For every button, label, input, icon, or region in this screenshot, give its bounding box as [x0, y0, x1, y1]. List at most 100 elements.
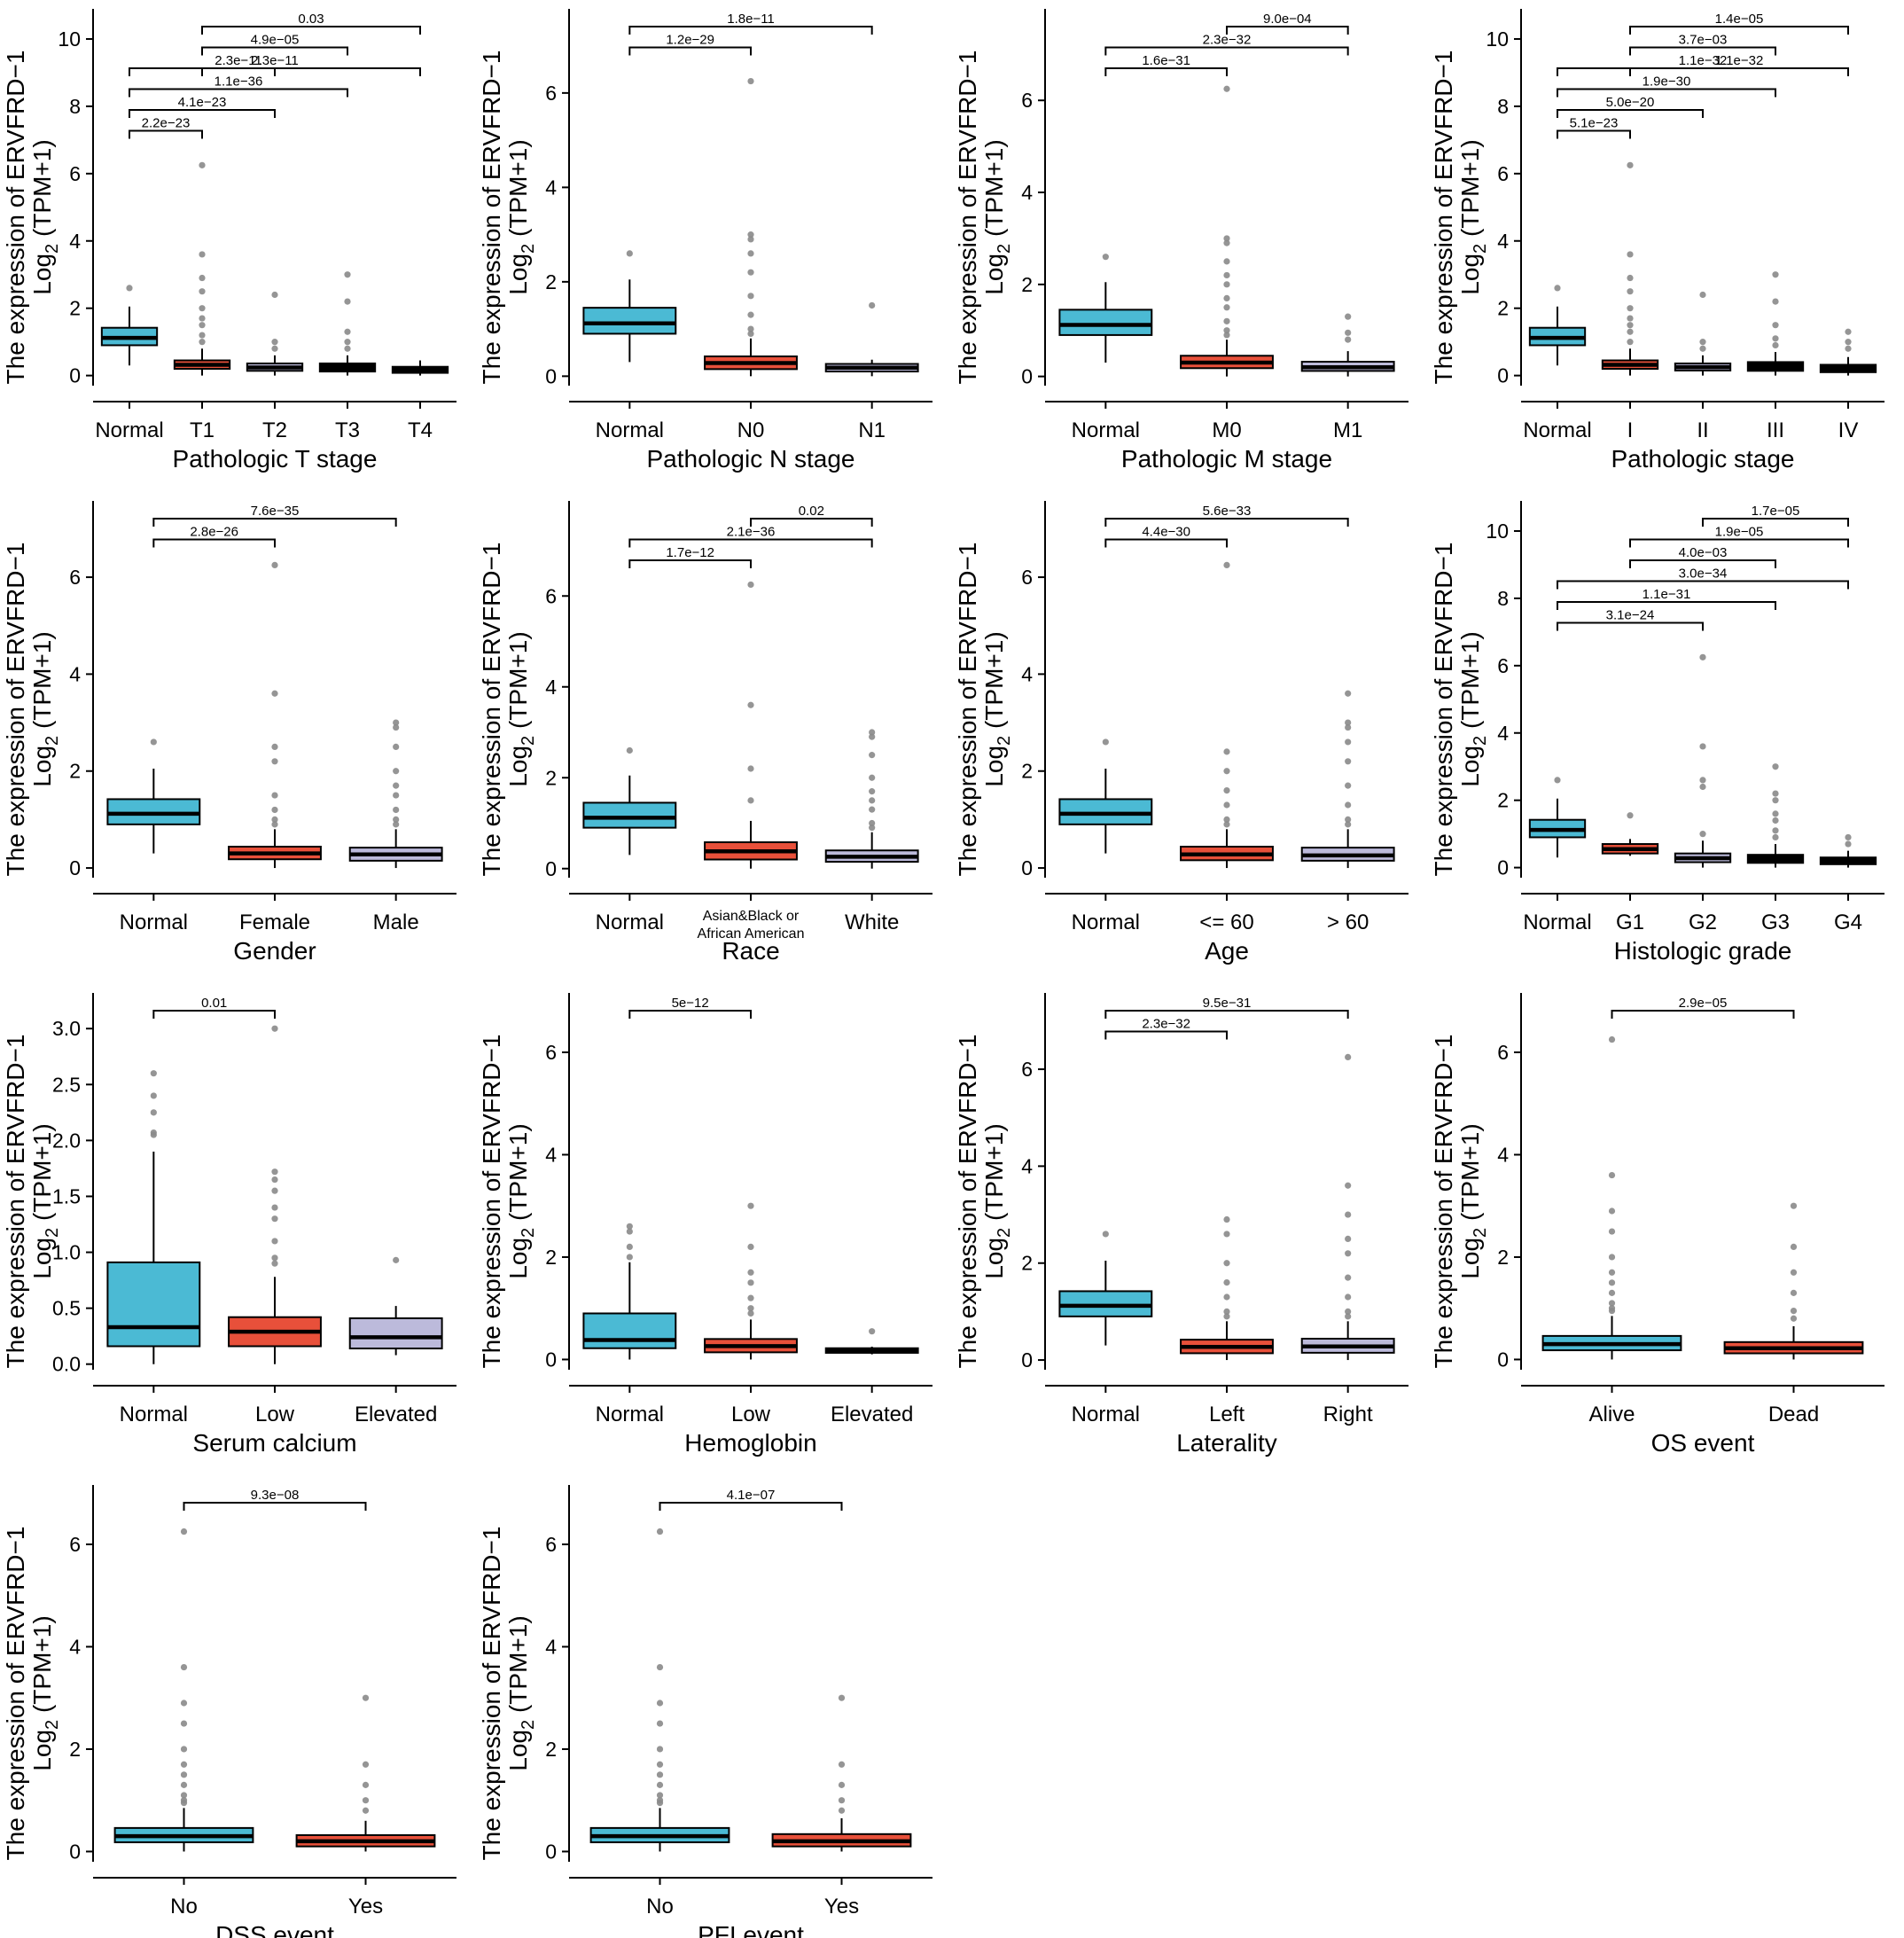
p-value-label: 1.9e−05 — [1715, 525, 1764, 540]
bracket-line — [1104, 1030, 1228, 1040]
outlier-point — [747, 765, 754, 772]
box-2 — [348, 719, 443, 869]
bracket-line — [750, 518, 873, 527]
bracket-line — [628, 559, 752, 568]
comparison-bracket: 5.6e−33 — [1104, 504, 1349, 527]
outlier-point — [869, 774, 876, 781]
x-tick-label: III — [1767, 418, 1784, 442]
outlier-point — [271, 1025, 278, 1032]
outlier-point — [1790, 1307, 1798, 1315]
y-axis-title-subscript: 2 — [995, 736, 1014, 746]
y-tick-label: 2 — [1497, 297, 1509, 320]
outlier-point — [656, 1720, 664, 1727]
y-axis-title-log: Log — [504, 254, 532, 295]
p-value-label: 4.4e−30 — [1142, 525, 1190, 540]
comparison-bracket: 0.03 — [201, 12, 421, 35]
outlier-point — [1790, 1269, 1798, 1276]
box-1 — [1601, 812, 1659, 856]
y-tick-label: 4 — [1021, 181, 1033, 204]
x-tick-label: M1 — [1333, 418, 1362, 442]
y-axis-title-log: Log — [1456, 746, 1484, 787]
outlier-point — [1345, 1313, 1352, 1320]
y-axis-title: The expression of ERVFRD−1 — [1430, 1035, 1457, 1369]
box-1 — [1180, 85, 1274, 377]
outlier-point — [344, 271, 351, 278]
y-axis-title-subscript: 2 — [43, 1720, 62, 1730]
outlier-point — [747, 269, 754, 276]
comparison-bracket: 1.9e−30 — [1557, 74, 1776, 98]
outlier-point — [1790, 1243, 1798, 1251]
outlier-point — [1772, 298, 1779, 305]
x-tick-label: Normal — [120, 910, 188, 934]
y-tick-label: 6 — [545, 584, 557, 607]
x-axis-title: Laterality — [1176, 1429, 1277, 1457]
y-tick-label: 0 — [69, 364, 81, 387]
y-tick-label: 4 — [69, 230, 81, 253]
outlier-point — [747, 1305, 754, 1312]
outlier-point — [656, 1746, 664, 1753]
bracket-line — [1226, 26, 1349, 35]
p-value-label: 1.7e−05 — [1752, 504, 1800, 519]
y-axis-title-log: Log — [980, 254, 1008, 295]
outlier-point — [1772, 833, 1779, 841]
y-axis-title: The expression of ERVFRD−1 — [478, 543, 505, 877]
outlier-point — [271, 743, 278, 750]
y-axis-title-log: Log — [1456, 254, 1484, 295]
outlier-point — [1627, 812, 1634, 819]
y-tick-label: 10 — [1486, 520, 1509, 543]
x-tick-label: No — [170, 1895, 198, 1918]
outlier-point — [747, 231, 754, 238]
outlier-point — [1223, 235, 1230, 242]
x-axis-title: Race — [722, 937, 779, 965]
outlier-point — [393, 821, 400, 828]
bracket-line — [628, 1010, 752, 1019]
outlier-point — [1345, 1211, 1352, 1218]
y-axis-title: The expression of ERVFRD−1 — [2, 543, 29, 877]
outlier-point — [626, 250, 633, 257]
y-axis-title-unit: (TPM+1) — [1456, 139, 1484, 243]
box-1 — [228, 561, 322, 869]
y-axis-title-subscript: 2 — [1471, 1228, 1490, 1238]
outlier-point — [1608, 1171, 1616, 1179]
y-axis-title-unit: (TPM+1) — [1456, 631, 1484, 735]
box-4 — [1819, 833, 1877, 868]
x-tick-label: > 60 — [1327, 910, 1369, 934]
y-tick-label: 4 — [545, 676, 557, 699]
outlier-point — [1223, 748, 1230, 755]
bracket-line — [1104, 67, 1228, 76]
box-2 — [1674, 291, 1732, 376]
outlier-point — [656, 1771, 664, 1778]
x-tick-label: <= 60 — [1199, 910, 1253, 934]
x-tick-label: Normal — [1072, 1403, 1140, 1426]
y-axis-title-log: Log — [28, 1238, 56, 1279]
y-tick-label: 4 — [1021, 662, 1033, 685]
outlier-point — [362, 1797, 370, 1804]
y-tick-label: 0 — [1021, 856, 1033, 879]
box-body — [582, 1312, 677, 1349]
y-axis-title-subscript: 2 — [43, 244, 62, 254]
comparison-bracket: 2.1e−36 — [628, 525, 873, 548]
box-2 — [824, 301, 919, 377]
outlier-point — [1772, 322, 1779, 329]
comparison-bracket: 2.3e−11 — [129, 53, 421, 76]
y-tick-label: 0 — [1497, 856, 1509, 879]
outlier-point — [1699, 831, 1706, 838]
comparison-bracket: 1.1e−32 — [1557, 53, 1849, 76]
outlier-point — [393, 782, 400, 789]
outlier-point — [344, 345, 351, 352]
y-tick-label: 0 — [545, 857, 557, 880]
outlier-point — [1608, 1305, 1616, 1312]
x-tick-label: Dead — [1768, 1403, 1819, 1426]
x-tick-label: Elevated — [831, 1403, 913, 1426]
x-axis-title: Histologic grade — [1614, 937, 1792, 965]
outlier-point — [1772, 271, 1779, 278]
outlier-point — [1627, 288, 1634, 295]
bracket-line — [1104, 46, 1349, 56]
x-axis-title: Pathologic T stage — [173, 445, 378, 473]
outlier-point — [1223, 1231, 1230, 1238]
y-tick-label: 10 — [58, 27, 81, 51]
bracket-line — [129, 109, 276, 118]
outlier-point — [747, 293, 754, 300]
outlier-point — [271, 758, 278, 765]
